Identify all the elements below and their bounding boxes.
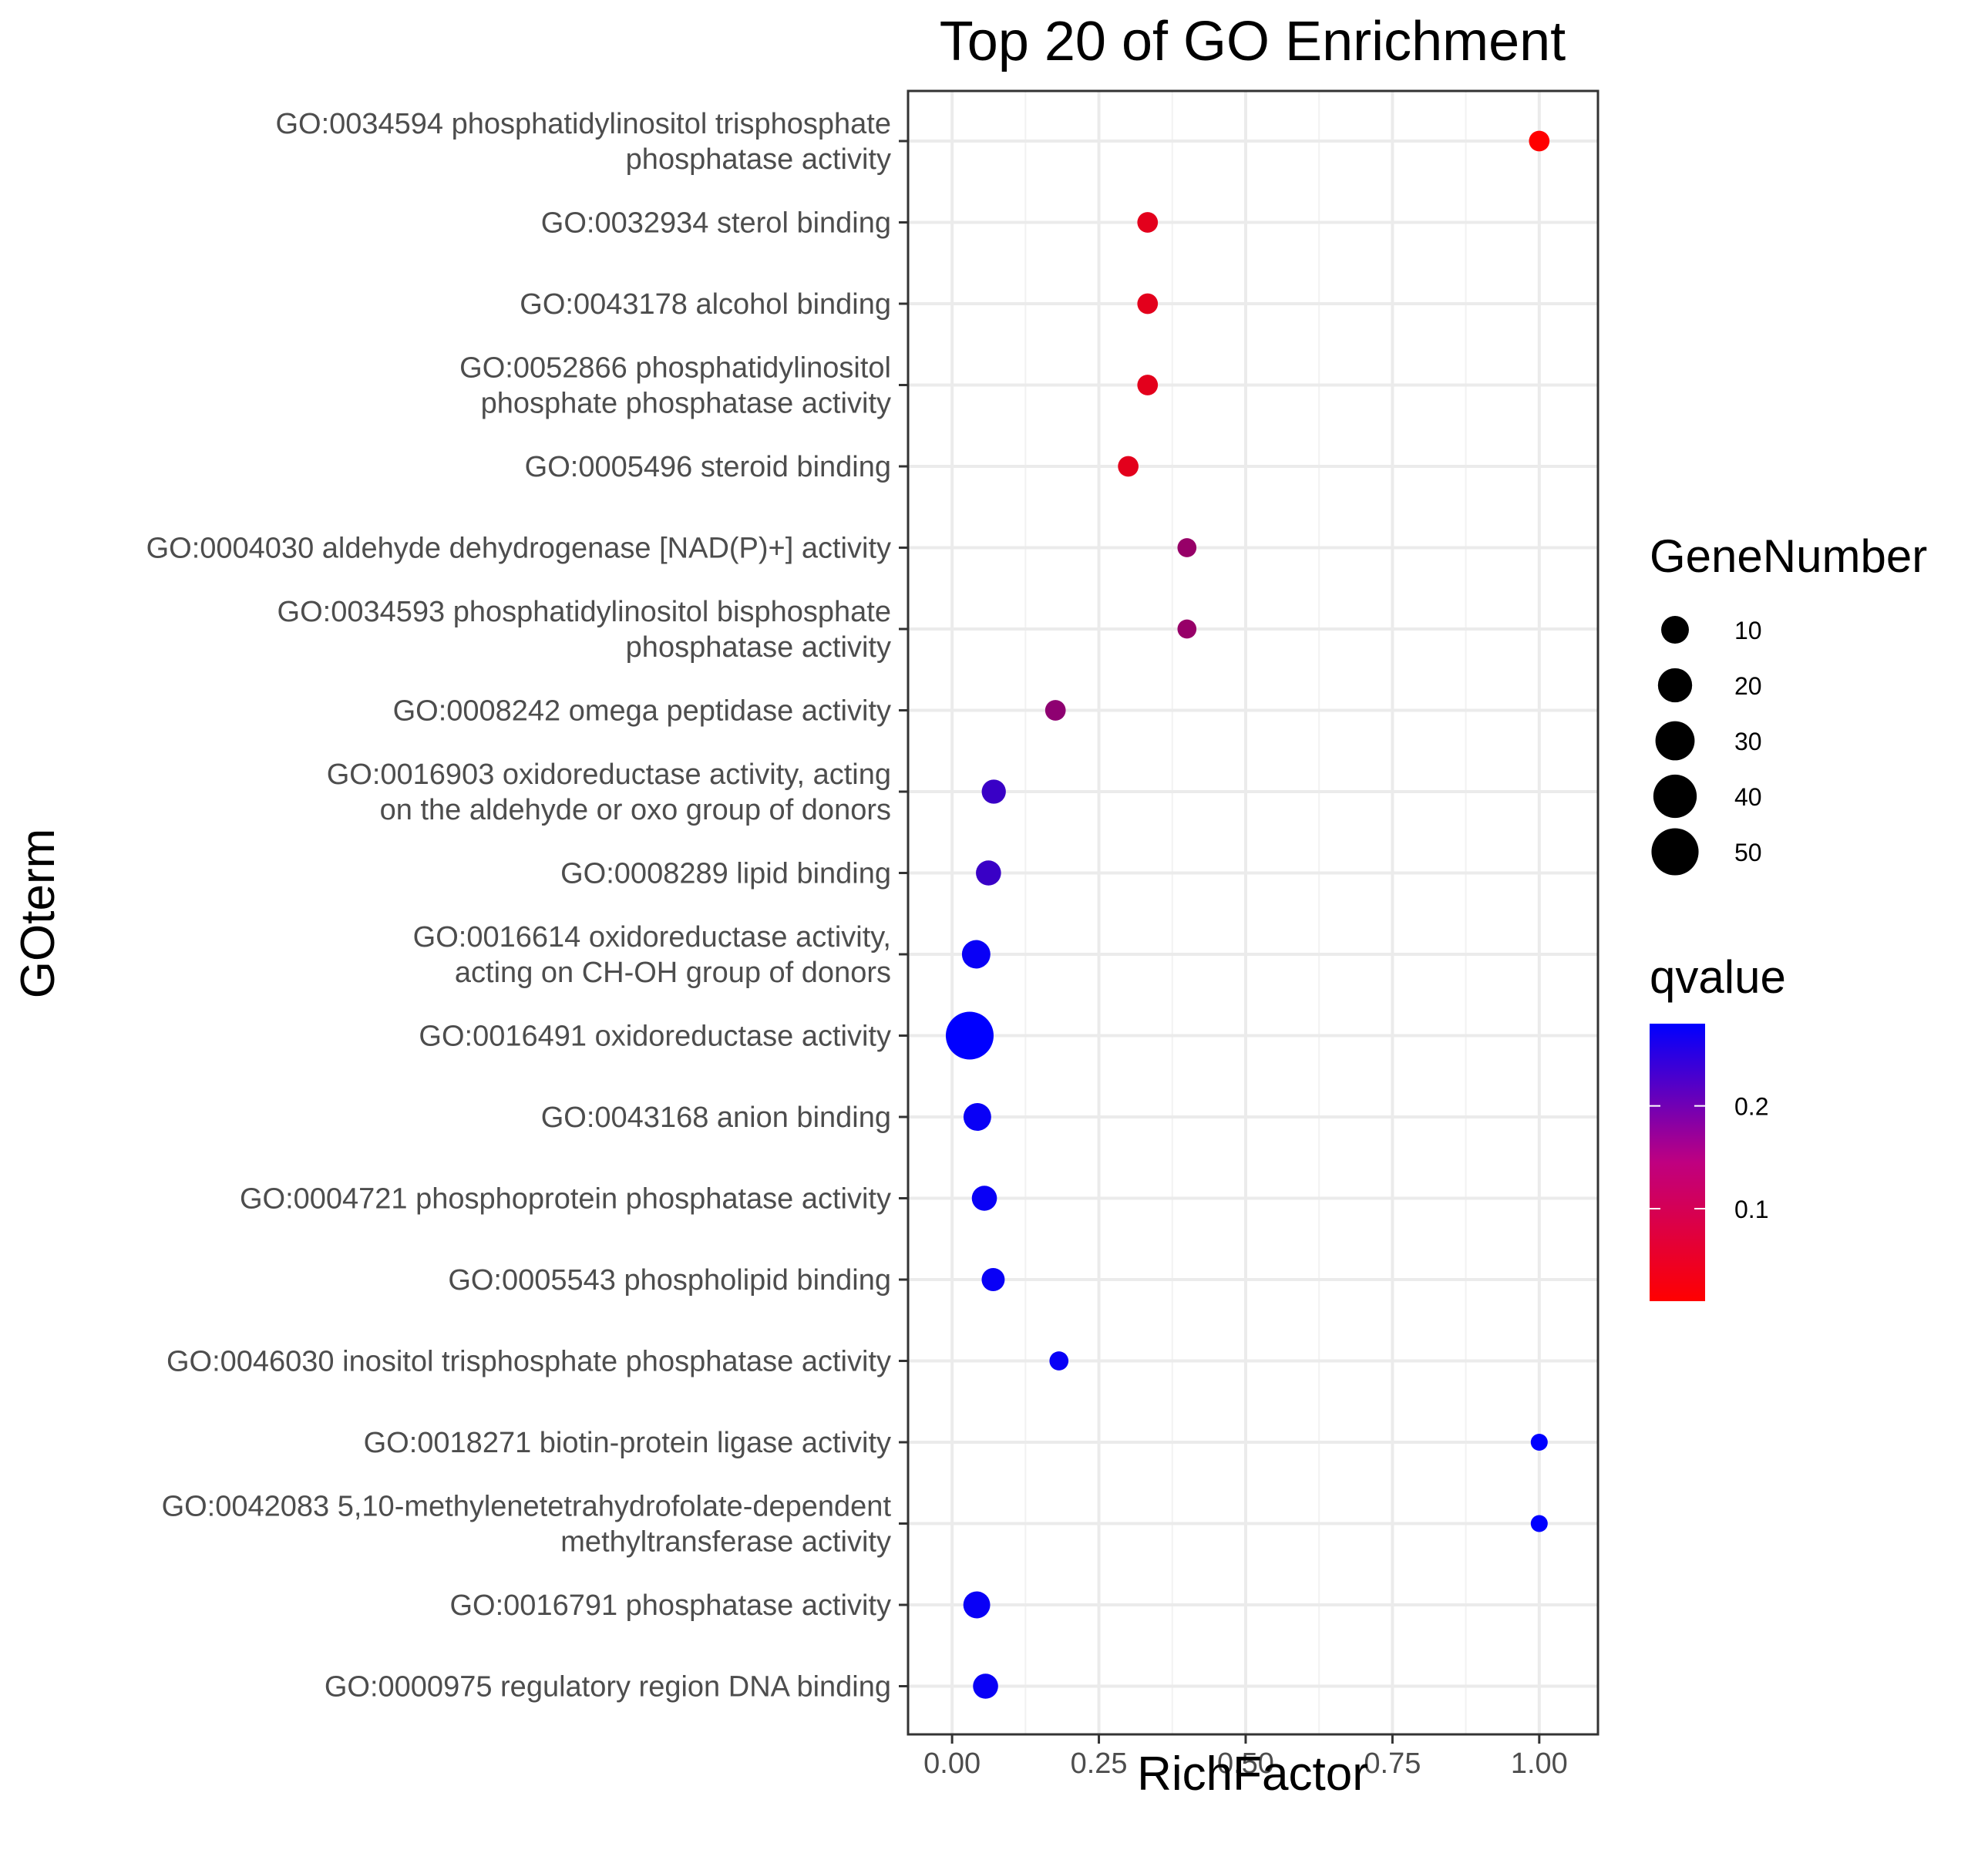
y-tick-label: methyltransferase activity <box>560 1526 891 1559</box>
y-tick-label: GO:0016491 oxidoreductase activity <box>419 1021 891 1053</box>
size-legend-key <box>1651 828 1699 876</box>
x-tick-label: 1.00 <box>1511 1747 1568 1780</box>
data-point <box>973 1673 998 1699</box>
data-point <box>1177 538 1197 557</box>
color-legend-label: 0.2 <box>1734 1093 1768 1121</box>
size-legend-label: 10 <box>1734 617 1762 644</box>
y-tick-label: GO:0016791 phosphatase activity <box>450 1589 892 1622</box>
x-tick-label: 0.50 <box>1217 1747 1274 1780</box>
y-tick-label: GO:0004721 phosphoprotein phosphatase ac… <box>240 1183 891 1216</box>
data-point <box>981 1268 1005 1291</box>
y-tick-label: GO:0043178 alcohol binding <box>520 288 891 321</box>
color-legend-bar <box>1650 1024 1705 1301</box>
data-point <box>1177 619 1197 639</box>
size-legend-label: 30 <box>1734 728 1762 755</box>
x-tick-label: 0.75 <box>1364 1747 1421 1780</box>
data-point <box>961 940 991 969</box>
y-tick-label: GO:0000975 regulatory region DNA binding <box>325 1671 891 1704</box>
size-legend-label: 20 <box>1734 672 1762 700</box>
size-legend-key <box>1653 774 1697 819</box>
data-point <box>945 1011 994 1060</box>
y-tick-label: phosphatase activity <box>626 631 891 664</box>
y-tick-label: GO:0016614 oxidoreductase activity, <box>413 921 891 954</box>
color-legend-label: 0.1 <box>1734 1196 1768 1223</box>
y-tick-label: GO:0043168 anion binding <box>541 1102 891 1134</box>
chart-title: Top 20 of GO Enrichment <box>940 11 1566 72</box>
data-point <box>1530 1434 1548 1451</box>
data-point <box>1137 375 1159 395</box>
y-tick-label: GO:0008289 lipid binding <box>560 858 891 890</box>
y-tick-label: GO:0032934 sterol binding <box>541 207 891 240</box>
data-point <box>976 860 1001 886</box>
y-axis-title: GOterm <box>12 829 65 998</box>
data-point <box>963 1103 991 1131</box>
size-legend-label: 40 <box>1734 783 1762 811</box>
data-points <box>945 130 1550 1699</box>
data-point <box>1529 130 1550 152</box>
y-tick-label: phosphatase activity <box>626 143 891 176</box>
y-tick-label: GO:0005496 steroid binding <box>525 451 891 483</box>
size-legend-title: GeneNumber <box>1650 530 1927 582</box>
y-axis: GO:0034594 phosphatidylinositol trisphos… <box>146 108 908 1704</box>
x-tick-label: 0.00 <box>923 1747 981 1780</box>
y-tick-label: phosphate phosphatase activity <box>481 388 891 420</box>
y-tick-label: GO:0046030 inositol trisphosphate phosph… <box>167 1346 891 1378</box>
y-tick-label: GO:0034594 phosphatidylinositol trisphos… <box>275 108 891 140</box>
data-point <box>1137 212 1159 233</box>
x-tick-label: 0.25 <box>1071 1747 1128 1780</box>
data-point <box>963 1591 991 1619</box>
grid <box>908 91 1598 1734</box>
data-point <box>1044 700 1066 721</box>
y-tick-label: GO:0005543 phospholipid binding <box>448 1264 891 1297</box>
size-legend-key <box>1657 668 1693 703</box>
size-legend-key <box>1655 721 1695 761</box>
data-point <box>1049 1351 1069 1371</box>
y-tick-label: acting on CH-OH group of donors <box>455 957 891 989</box>
plot-panel-border <box>907 89 1599 1736</box>
legend: GeneNumber 10 20 30 40 50 qvalue 0.2 0.1 <box>1650 530 1927 1301</box>
y-tick-label: GO:0016903 oxidoreductase activity, acti… <box>327 758 891 791</box>
y-tick-label: GO:0042083 5,10-methylenetetrahydrofolat… <box>162 1491 892 1523</box>
y-tick-label: GO:0034593 phosphatidylinositol bisphosp… <box>278 596 891 628</box>
x-axis-title: RichFactor <box>1137 1747 1368 1801</box>
data-point <box>1137 293 1159 314</box>
data-point <box>981 779 1006 804</box>
data-point <box>971 1186 997 1211</box>
data-point <box>1530 1515 1548 1532</box>
y-tick-label: GO:0052866 phosphatidylinositol <box>459 352 891 385</box>
color-legend-title: qvalue <box>1650 951 1786 1003</box>
x-axis: 0.00 0.25 0.50 0.75 1.00 <box>923 1734 1568 1780</box>
y-tick-label: GO:0004030 aldehyde dehydrogenase [NAD(P… <box>146 533 891 565</box>
data-point <box>1118 456 1139 477</box>
y-tick-label: on the aldehyde or oxo group of donors <box>380 794 891 826</box>
y-tick-label: GO:0018271 biotin-protein ligase activit… <box>364 1427 891 1459</box>
size-legend-label: 50 <box>1734 839 1762 866</box>
size-legend-key <box>1661 616 1689 644</box>
y-tick-label: GO:0008242 omega peptidase activity <box>393 695 891 728</box>
